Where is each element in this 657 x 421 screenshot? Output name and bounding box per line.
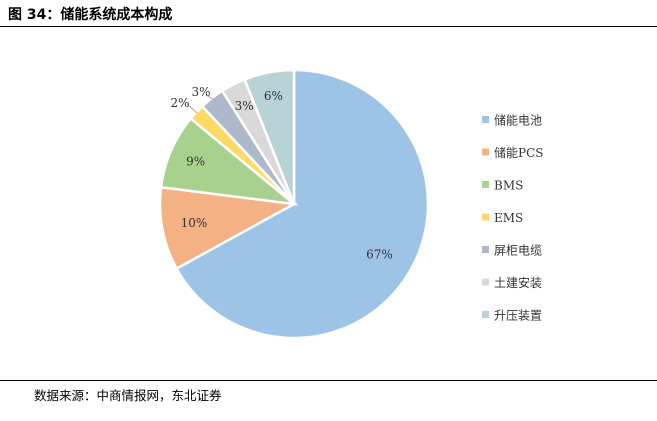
source-note: 数据来源：中商情报网，东北证券	[34, 388, 222, 403]
figure-title: 图 34：储能系统成本构成	[8, 7, 173, 23]
pie-slice-7	[243, 68, 296, 205]
legend-label-5: 屏柜电缆	[494, 244, 542, 258]
leader-line-5	[205, 94, 213, 100]
data-label-4: 2%	[170, 96, 189, 110]
data-label-6: 3%	[235, 99, 254, 113]
pie-slice-2	[158, 185, 298, 271]
legend-item-2: 储能PCS	[482, 145, 543, 160]
pie-data-labels: 67%10%9%2%3%3%6%	[170, 85, 392, 262]
legend-item-3: BMS	[482, 179, 523, 193]
leader-line-4	[186, 103, 198, 114]
title-rule	[0, 26, 657, 27]
source-rule	[0, 380, 657, 381]
legend-swatch-5	[482, 246, 489, 253]
legend-swatch-6	[482, 278, 489, 286]
pie-leader-lines	[186, 94, 213, 114]
legend-label-3: BMS	[494, 179, 523, 193]
legend-item-4: EMS	[482, 211, 523, 225]
pie-slices	[158, 68, 430, 340]
legend-swatch-2	[482, 148, 489, 156]
legend-swatch-7	[482, 311, 489, 318]
legend-label-7: 升压装置	[494, 309, 542, 323]
legend-item-1: 储能电池	[482, 113, 542, 128]
legend-label-6: 土建安装	[494, 275, 542, 290]
legend-label-1: 储能电池	[494, 113, 542, 128]
data-label-5: 3%	[191, 85, 210, 99]
pie-slice-1	[174, 68, 430, 340]
legend-item-7: 升压装置	[482, 309, 542, 323]
data-label-3: 9%	[186, 154, 205, 168]
legend-label-2: 储能PCS	[494, 145, 543, 160]
data-label-7: 6%	[264, 89, 283, 103]
data-label-2: 10%	[181, 216, 208, 230]
legend-swatch-1	[482, 116, 489, 123]
legend-swatch-4	[482, 213, 489, 221]
legend-item-6: 土建安装	[482, 275, 542, 290]
legend-item-5: 屏柜电缆	[482, 244, 542, 258]
legend-swatch-3	[482, 181, 489, 188]
legend-label-4: EMS	[494, 211, 523, 225]
data-label-1: 67%	[366, 248, 393, 262]
